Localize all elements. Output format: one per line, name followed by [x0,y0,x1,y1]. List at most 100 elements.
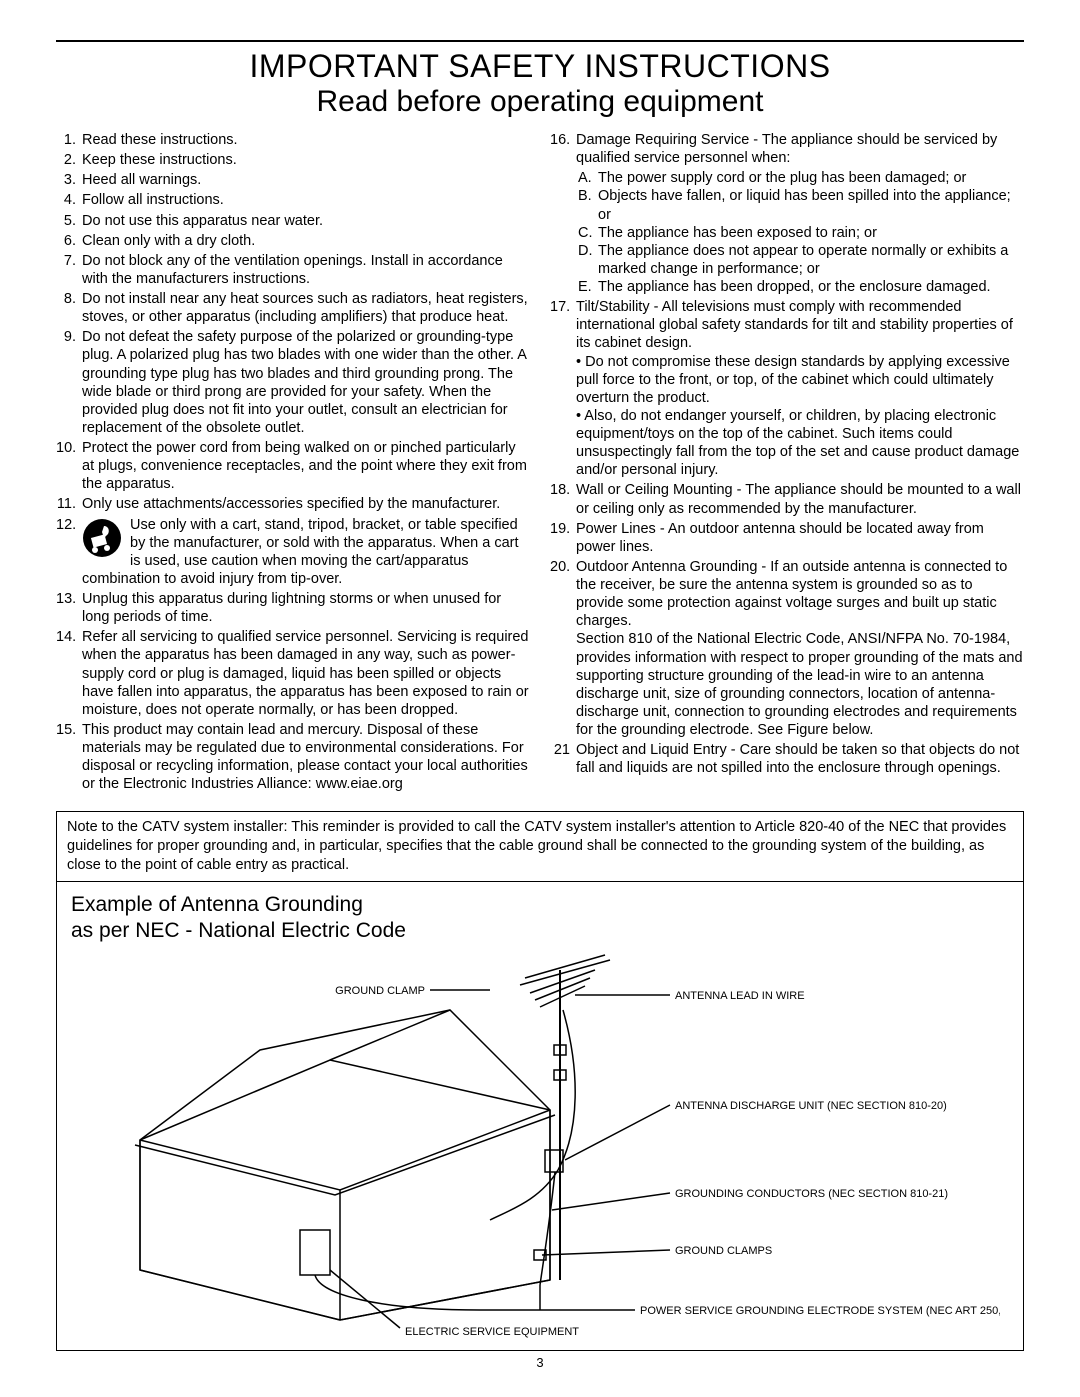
bullet-text: • Also, do not endanger yourself, or chi… [576,407,1024,480]
sub-text: The appliance does not appear to operate… [598,242,1024,278]
title-line1: IMPORTANT SAFETY INSTRUCTIONS [56,48,1024,85]
list-item: 6.Clean only with a dry cloth. [56,232,530,250]
item-text: Do not install near any heat sources suc… [82,290,530,326]
item-text: Heed all warnings. [82,171,530,189]
item-number: 6. [56,232,82,250]
right-list: 16.Damage Requiring Service - The applia… [550,131,1024,777]
item-number: 18. [550,481,576,517]
sub-text: The power supply cord or the plug has be… [598,169,1024,187]
list-item: 4.Follow all instructions. [56,191,530,209]
list-item: 14.Refer all servicing to qualified serv… [56,628,530,719]
item-number: 4. [56,191,82,209]
diagram-section: Example of Antenna Grounding as per NEC … [56,882,1024,1352]
columns: 1.Read these instructions.2.Keep these i… [56,131,1024,795]
list-item: 19.Power Lines - An outdoor antenna shou… [550,520,1024,556]
item-text: Only use attachments/accessories specifi… [82,495,530,513]
lbl-antenna-lead: ANTENNA LEAD IN WIRE [675,990,805,1002]
list-item: 15.This product may contain lead and mer… [56,721,530,794]
sub-list: A.The power supply cord or the plug has … [576,169,1024,296]
list-item: 7.Do not block any of the ventilation op… [56,252,530,288]
left-column: 1.Read these instructions.2.Keep these i… [56,131,530,795]
item-number: 10. [56,439,82,493]
sub-item: B.Objects have fallen, or liquid has bee… [576,187,1024,223]
antenna-grounding-diagram: GROUND CLAMP ANTENNA LEAD IN WIRE ANTENN… [80,950,1000,1340]
item-text: Wall or Ceiling Mounting - The appliance… [576,481,1024,517]
list-item: 17.Tilt/Stability - All televisions must… [550,298,1024,479]
list-item: 21Object and Liquid Entry - Care should … [550,741,1024,777]
bullet-text: • Do not compromise these design standar… [576,353,1024,407]
lbl-discharge-unit: ANTENNA DISCHARGE UNIT (NEC SECTION 810-… [675,1100,947,1112]
sub-letter: A. [576,169,598,187]
item-number: 16. [550,131,576,296]
item-number: 17. [550,298,576,479]
sub-text: The appliance has been dropped, or the e… [598,278,1024,296]
item-text: Read these instructions. [82,131,530,149]
sub-letter: C. [576,224,598,242]
item-number: 5. [56,212,82,230]
diagram-title-l2: as per NEC - National Electric Code [71,919,406,942]
item-text: Unplug this apparatus during lightning s… [82,590,530,626]
item-number: 7. [56,252,82,288]
item-text: Power Lines - An outdoor antenna should … [576,520,1024,556]
item-text: Clean only with a dry cloth. [82,232,530,250]
item-text: Do not use this apparatus near water. [82,212,530,230]
item-number: 9. [56,328,82,437]
top-rule [56,40,1024,42]
list-item: 2.Keep these instructions. [56,151,530,169]
item-number: 15. [56,721,82,794]
item-number: 13. [56,590,82,626]
item-number: 8. [56,290,82,326]
diagram-title-l1: Example of Antenna Grounding [71,893,363,916]
item-number: 3. [56,171,82,189]
sub-text: The appliance has been exposed to rain; … [598,224,1024,242]
item-number: 1. [56,131,82,149]
lbl-electric-service: ELECTRIC SERVICE EQUIPMENT [405,1326,579,1338]
item-text: This product may contain lead and mercur… [82,721,530,794]
item-text: Follow all instructions. [82,191,530,209]
list-item: 13.Unplug this apparatus during lightnin… [56,590,530,626]
item-number: 12. [56,516,82,589]
item-text: Outdoor Antenna Grounding - If an outsid… [576,558,1024,739]
sub-item: A.The power supply cord or the plug has … [576,169,1024,187]
list-item: 12.Use only with a cart, stand, tripod, … [56,516,530,589]
item-number: 21 [550,741,576,777]
sub-letter: B. [576,187,598,223]
lbl-power-electrode: POWER SERVICE GROUNDING ELECTRODE SYSTEM… [640,1305,1000,1317]
sub-item: D.The appliance does not appear to opera… [576,242,1024,278]
item-number: 19. [550,520,576,556]
right-column: 16.Damage Requiring Service - The applia… [550,131,1024,795]
item-number: 2. [56,151,82,169]
item-number: 11. [56,495,82,513]
sub-text: Objects have fallen, or liquid has been … [598,187,1024,223]
sub-item: C.The appliance has been exposed to rain… [576,224,1024,242]
item-text: Do not defeat the safety purpose of the … [82,328,530,437]
lbl-grounding-conductors: GROUNDING CONDUCTORS (NEC SECTION 810-21… [675,1188,948,1200]
list-item: 10.Protect the power cord from being wal… [56,439,530,493]
list-item: 18.Wall or Ceiling Mounting - The applia… [550,481,1024,517]
item-text: Keep these instructions. [82,151,530,169]
page-number: 3 [56,1355,1024,1370]
item-number: 20. [550,558,576,739]
list-item: 5.Do not use this apparatus near water. [56,212,530,230]
item-text: Tilt/Stability - All televisions must co… [576,298,1024,479]
sub-letter: D. [576,242,598,278]
lbl-ground-clamps: GROUND CLAMPS [675,1245,772,1257]
list-item: 1.Read these instructions. [56,131,530,149]
sub-letter: E. [576,278,598,296]
item-number: 14. [56,628,82,719]
item-text: Protect the power cord from being walked… [82,439,530,493]
sub-item: E.The appliance has been dropped, or the… [576,278,1024,296]
list-item: 16.Damage Requiring Service - The applia… [550,131,1024,296]
item-text: Damage Requiring Service - The appliance… [576,131,1024,296]
title-block: IMPORTANT SAFETY INSTRUCTIONS Read befor… [56,48,1024,119]
lbl-ground-clamp-top: GROUND CLAMP [335,985,425,997]
catv-note: Note to the CATV system installer: This … [56,811,1024,882]
list-item: 9.Do not defeat the safety purpose of th… [56,328,530,437]
diagram-title: Example of Antenna Grounding as per NEC … [71,892,1009,945]
title-line2: Read before operating equipment [56,85,1024,119]
list-item: 11.Only use attachments/accessories spec… [56,495,530,513]
cart-tipover-icon [82,518,122,558]
item-text: Use only with a cart, stand, tripod, bra… [82,516,530,589]
left-list: 1.Read these instructions.2.Keep these i… [56,131,530,793]
item-text: Do not block any of the ventilation open… [82,252,530,288]
